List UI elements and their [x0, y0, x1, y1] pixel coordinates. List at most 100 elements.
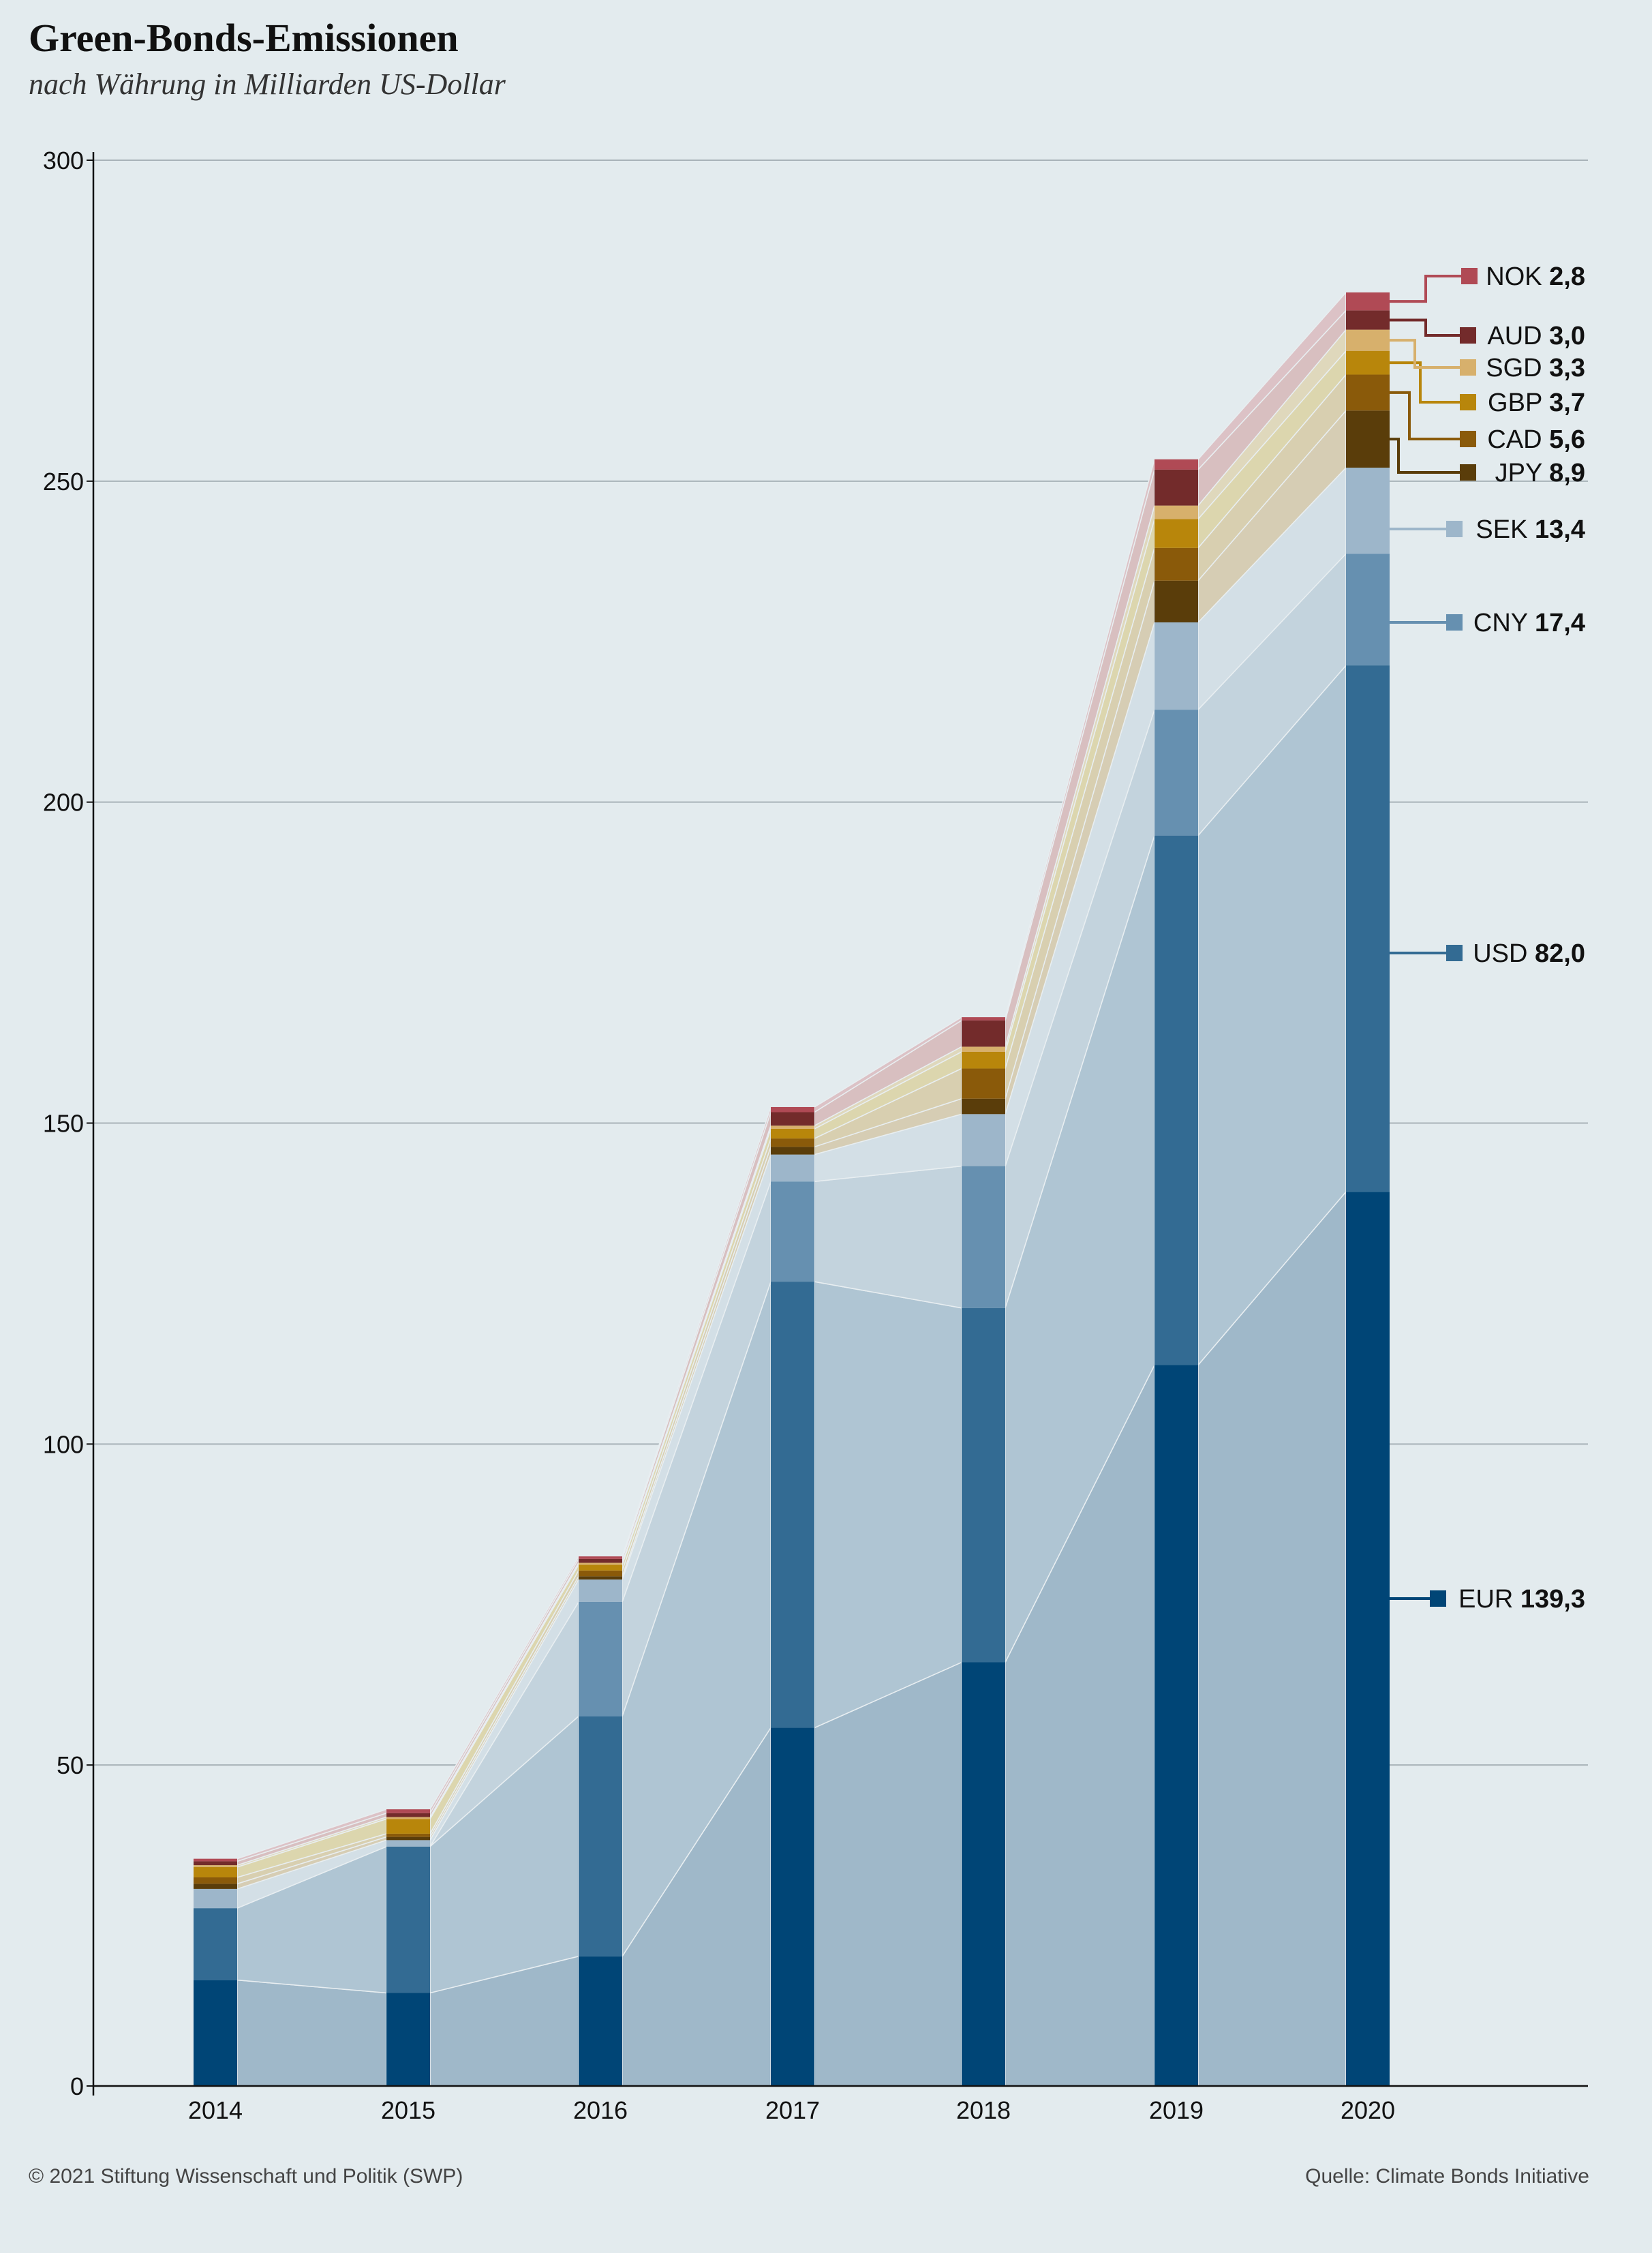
legend-swatch-sek — [1446, 521, 1463, 537]
chart-subtitle: nach Währung in Milliarden US-Dollar — [29, 67, 506, 101]
bar-segment-cny — [962, 1166, 1005, 1308]
bar-segment-jpy — [579, 1576, 622, 1580]
bar-segment-cad — [1346, 374, 1390, 411]
series-label-usd: USD 82,0 — [1473, 939, 1585, 968]
series-name: EUR — [1458, 1585, 1520, 1614]
bar-segment-nok — [194, 1858, 237, 1862]
series-name: USD — [1473, 939, 1535, 968]
bar-segment-nok — [962, 1017, 1005, 1020]
bar-segment-gbp — [579, 1564, 622, 1571]
series-label-jpy: JPY 8,9 — [1495, 459, 1585, 487]
bar-segment-aud — [771, 1112, 814, 1126]
series-label-eur: EUR 139,3 — [1458, 1585, 1585, 1614]
bar-segment-eur — [386, 1993, 430, 2086]
bar-segment-sgd — [194, 1865, 237, 1867]
bar-segment-sek — [1154, 622, 1198, 710]
axes — [87, 152, 1588, 2096]
leader-line-cad — [1390, 391, 1460, 440]
legend-swatch-cad — [1460, 431, 1476, 447]
bar-segment-eur — [962, 1662, 1005, 2086]
series-value: 82,0 — [1535, 939, 1585, 968]
bar-segment-gbp — [1346, 350, 1390, 375]
bar-segment-usd — [962, 1307, 1005, 1663]
bar-segment-gbp — [194, 1866, 237, 1877]
legend-swatch-eur — [1430, 1590, 1446, 1607]
bar-segment-sek — [771, 1154, 814, 1182]
x-tick-label: 2020 — [1341, 2096, 1395, 2124]
bar-segment-sek — [1346, 468, 1390, 554]
bar-segment-gbp — [962, 1051, 1005, 1069]
legend-swatch-aud — [1460, 327, 1476, 344]
y-tick-label: 50 — [57, 1751, 84, 1779]
bar-segment-nok — [1346, 292, 1390, 311]
bar-segment-eur — [1346, 1192, 1390, 2086]
series-value: 13,4 — [1535, 515, 1585, 544]
bar-segment-usd — [771, 1282, 814, 1728]
bar-segment-usd — [386, 1846, 430, 1993]
bar-segment-sgd — [962, 1046, 1005, 1052]
band-eur — [236, 1979, 387, 2087]
legend-swatch-jpy — [1460, 464, 1476, 481]
bar-segment-cad — [962, 1068, 1005, 1099]
bar-segment-cad — [579, 1570, 622, 1577]
legend-swatch-sgd — [1460, 359, 1476, 376]
series-name: CAD — [1487, 425, 1549, 454]
bar-segment-aud — [962, 1020, 1005, 1047]
x-tick-label: 2019 — [1149, 2096, 1204, 2124]
series-name: CNY — [1473, 609, 1535, 637]
x-tick-labels: 2014 2015 2016 2017 2018 2019 2020 — [188, 2096, 1395, 2124]
bar-segment-aud — [194, 1861, 237, 1866]
bar-segment-jpy — [386, 1836, 430, 1841]
series-value: 17,4 — [1535, 609, 1585, 637]
bar-segment-cny — [1154, 710, 1198, 836]
leader-line-nok — [1390, 275, 1461, 303]
bars — [194, 292, 1390, 2086]
bar-segment-gbp — [386, 1819, 430, 1834]
bar-segment-cny — [1346, 554, 1390, 666]
bar-segment-cad — [1154, 547, 1198, 581]
bar-segment-sgd — [386, 1817, 430, 1819]
bar-segment-jpy — [962, 1098, 1005, 1115]
series-name: SEK — [1475, 515, 1535, 544]
series-value: 5,6 — [1549, 425, 1585, 454]
x-tick-label: 2015 — [381, 2096, 435, 2124]
bar-segment-sek — [962, 1114, 1005, 1166]
series-labels: EUR 139,3 USD 82,0 CNY 17,4 SEK 13,4 JPY 8,9… — [1390, 262, 1585, 1614]
bar-segment-aud — [1154, 469, 1198, 506]
x-tick-label: 2014 — [188, 2096, 243, 2124]
bar-segment-aud — [386, 1813, 430, 1817]
series-value: 3,7 — [1549, 389, 1585, 417]
y-tick-label: 150 — [43, 1110, 84, 1138]
series-value: 2,8 — [1549, 262, 1585, 291]
source-note: Quelle: Climate Bonds Initiative — [1305, 2165, 1589, 2188]
legend-swatch-gbp — [1460, 394, 1476, 410]
bar-segment-cny — [771, 1181, 814, 1282]
bar-segment-sgd — [1154, 505, 1198, 519]
bar-segment-eur — [771, 1727, 814, 2086]
bar-segment-cad — [386, 1833, 430, 1837]
y-tick-label: 100 — [43, 1430, 84, 1458]
bar-segment-sgd — [771, 1125, 814, 1129]
bar-segment-nok — [386, 1809, 430, 1813]
x-tick-label: 2018 — [956, 2096, 1011, 2124]
y-tick-label: 200 — [43, 789, 84, 817]
legend-swatch-nok — [1461, 268, 1478, 284]
copyright-note: © 2021 Stiftung Wissenschaft und Politik… — [29, 2165, 463, 2188]
series-name: NOK — [1486, 262, 1549, 291]
y-tick-labels: 0 50 100 150 200 250 300 — [43, 147, 84, 2100]
bar-segment-nok — [579, 1556, 622, 1559]
x-tick-label: 2016 — [573, 2096, 628, 2124]
series-value: 3,3 — [1549, 354, 1585, 382]
bar-segment-aud — [1346, 310, 1390, 330]
bar-segment-usd — [1346, 665, 1390, 1192]
series-name: SGD — [1486, 354, 1549, 382]
series-value: 139,3 — [1520, 1585, 1585, 1614]
connector-bands — [236, 291, 1347, 2087]
series-label-cad: CAD 5,6 — [1487, 425, 1585, 454]
bar-segment-sek — [579, 1579, 622, 1602]
bar-segment-cad — [194, 1877, 237, 1884]
bar-segment-sgd — [579, 1562, 622, 1565]
bar-segment-cad — [771, 1138, 814, 1147]
bar-segment-jpy — [771, 1147, 814, 1155]
series-label-aud: AUD 3,0 — [1487, 322, 1585, 350]
